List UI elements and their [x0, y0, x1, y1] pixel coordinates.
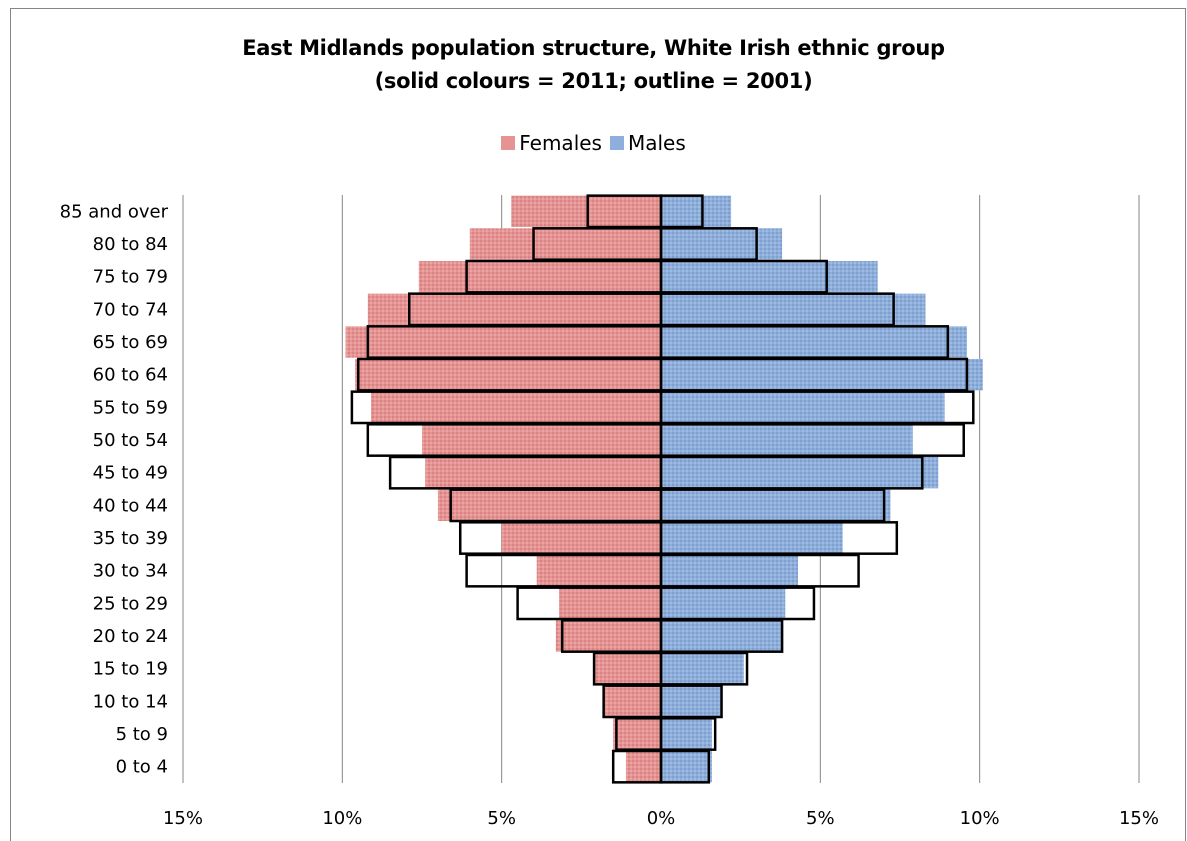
- x-tick-label: 10%: [322, 808, 362, 829]
- outline-males-2001: [659, 488, 886, 523]
- y-tick-label: 45 to 49: [93, 463, 168, 484]
- outline-males-2001: [659, 651, 749, 686]
- bar-females-2011: [469, 228, 661, 260]
- y-tick-label: 25 to 29: [93, 593, 168, 614]
- chart-legend: Females Males: [0, 131, 1187, 155]
- bar-females-2011: [613, 718, 661, 750]
- bar-females-2011: [355, 358, 661, 391]
- legend-item-males: Males: [609, 131, 686, 155]
- bar-males-2011: [661, 228, 783, 260]
- bar-males-2011: [661, 652, 744, 685]
- bar-females-2011: [501, 522, 661, 554]
- bar-males-2011: [661, 489, 891, 522]
- bar-males-2011: [661, 424, 913, 456]
- outline-males-2001: [659, 357, 969, 392]
- y-tick-label: 75 to 79: [93, 267, 168, 288]
- outline-layer: [350, 194, 975, 784]
- bar-females-2011: [371, 391, 661, 424]
- bar-females-2011: [536, 554, 661, 587]
- y-tick-label: 30 to 34: [93, 561, 168, 582]
- outline-males-2001: [659, 455, 924, 490]
- y-tick-label: 65 to 69: [93, 332, 168, 353]
- outline-males-2001: [659, 521, 899, 555]
- bar-females-2011: [425, 456, 661, 489]
- y-tick-label: 50 to 54: [93, 430, 168, 451]
- y-tick-label: 55 to 59: [93, 397, 168, 418]
- y-tick-label: 5 to 9: [116, 724, 168, 745]
- bar-males-2011: [661, 554, 799, 587]
- y-tick-label: 35 to 39: [93, 528, 168, 549]
- outline-males-2001: [659, 292, 895, 327]
- bar-males-2011: [661, 750, 712, 783]
- bar-males-2011: [661, 195, 732, 228]
- bar-males-2011: [661, 587, 786, 620]
- y-tick-label: 40 to 44: [93, 495, 168, 516]
- legend-item-females: Females: [501, 131, 602, 155]
- bar-females-2011: [603, 685, 661, 718]
- bar-males-2011: [661, 685, 722, 718]
- bar-females-2011: [511, 195, 661, 228]
- y-tick-label: 80 to 84: [93, 234, 168, 255]
- y-tick-label: 70 to 74: [93, 299, 168, 320]
- bar-females-2011: [594, 652, 661, 685]
- bar-females-2011: [345, 326, 661, 358]
- y-tick-label: 0 to 4: [116, 757, 168, 778]
- legend-label-males: Males: [627, 131, 686, 155]
- legend-label-females: Females: [519, 131, 602, 155]
- outline-males-2001: [659, 423, 965, 457]
- y-tick-label: 85 and over: [60, 201, 169, 222]
- bar-males-2011: [661, 456, 939, 489]
- legend-swatch-females: [501, 136, 516, 150]
- bar-females-2011: [625, 750, 661, 783]
- chart-subtitle: (solid colours = 2011; outline = 2001): [374, 69, 813, 93]
- x-tick-label: 15%: [163, 808, 203, 829]
- outline-males-2001: [659, 390, 975, 425]
- x-tick-label: 15%: [1119, 808, 1159, 829]
- bar-males-2011: [661, 391, 945, 424]
- bar-females-2011: [559, 587, 661, 620]
- bar-females-2011: [422, 424, 661, 456]
- outline-males-2001: [659, 259, 828, 294]
- bar-males-2011: [661, 718, 712, 750]
- bars-layer: [345, 195, 983, 783]
- chart-title: East Midlands population structure, Whit…: [242, 36, 945, 60]
- outline-males-2001: [659, 749, 711, 784]
- bar-males-2011: [661, 260, 878, 293]
- bar-males-2011: [661, 326, 967, 358]
- bar-females-2011: [437, 489, 661, 522]
- y-tick-label: 10 to 14: [93, 691, 168, 712]
- outline-males-2001: [659, 227, 758, 261]
- outline-males-2001: [659, 619, 784, 653]
- bar-males-2011: [661, 358, 983, 391]
- y-tick-label: 15 to 19: [93, 659, 168, 680]
- outline-males-2001: [659, 194, 704, 229]
- outline-males-2001: [659, 553, 860, 588]
- bar-males-2011: [661, 293, 926, 326]
- x-tick-label: 10%: [960, 808, 1000, 829]
- axis-layer: 0 to 4 5 to 9 10 to 14 15 to 19 20 to 24 25 t…: [60, 201, 1159, 829]
- y-tick-label: 20 to 24: [93, 626, 168, 647]
- y-tick-label: 60 to 64: [93, 365, 168, 386]
- bar-females-2011: [418, 260, 661, 293]
- bar-males-2011: [661, 522, 843, 554]
- bar-females-2011: [555, 620, 661, 652]
- outline-males-2001: [659, 325, 950, 359]
- legend-swatch-males: [609, 136, 624, 150]
- x-tick-label: 5%: [487, 808, 516, 829]
- outline-males-2001: [659, 586, 816, 621]
- bar-females-2011: [367, 293, 661, 326]
- x-tick-label: 5%: [806, 808, 835, 829]
- outline-males-2001: [659, 684, 723, 719]
- outline-males-2001: [659, 717, 717, 751]
- x-tick-label: 0%: [647, 808, 676, 829]
- bar-males-2011: [661, 620, 783, 652]
